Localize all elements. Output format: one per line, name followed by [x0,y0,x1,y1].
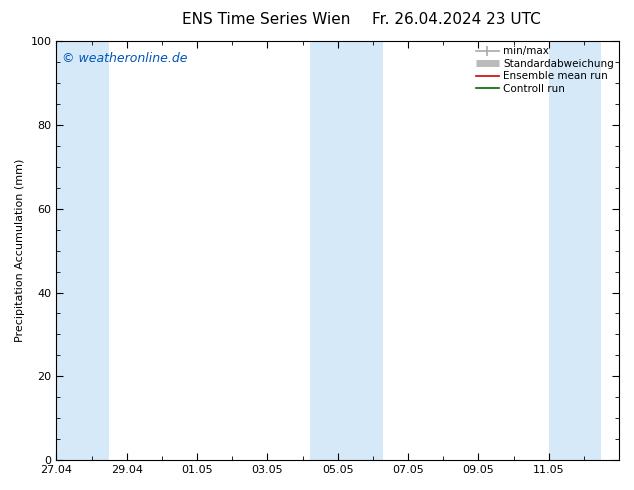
Text: © weatheronline.de: © weatheronline.de [62,51,188,65]
Legend: min/max, Standardabweichung, Ensemble mean run, Controll run: min/max, Standardabweichung, Ensemble me… [474,44,616,96]
Bar [548,41,602,460]
Bar [309,41,384,460]
Text: ENS Time Series Wien: ENS Time Series Wien [182,12,351,27]
Y-axis label: Precipitation Accumulation (mm): Precipitation Accumulation (mm) [15,159,25,343]
Text: Fr. 26.04.2024 23 UTC: Fr. 26.04.2024 23 UTC [372,12,541,27]
Bar [56,41,109,460]
